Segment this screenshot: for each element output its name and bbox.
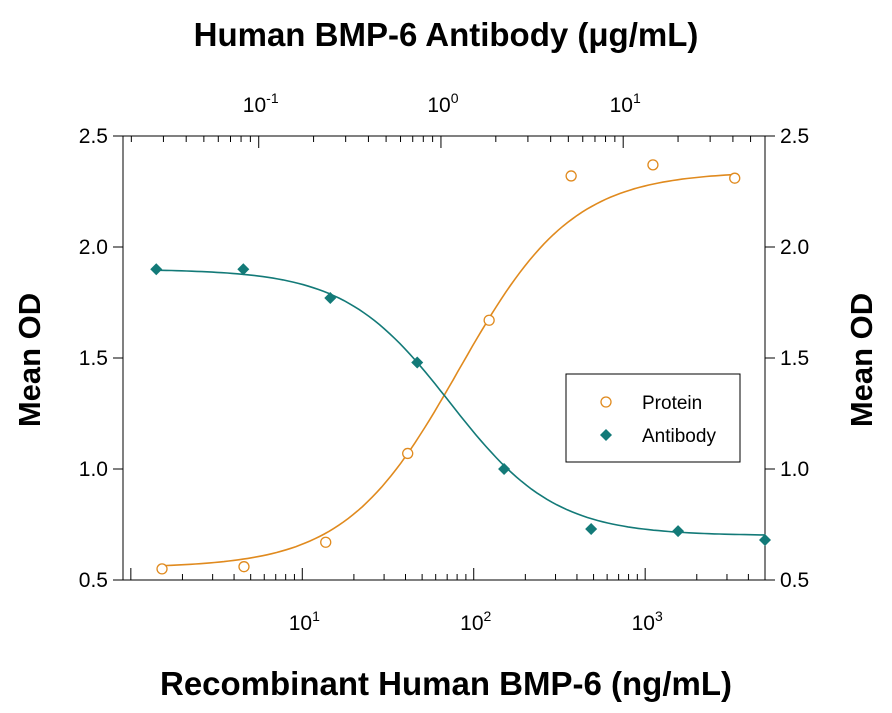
data-point-antibody xyxy=(498,463,511,475)
data-point-antibody xyxy=(672,525,685,538)
data-point-protein xyxy=(647,159,659,171)
data-point-antibody xyxy=(324,292,337,305)
legend-marker-antibody xyxy=(600,429,612,441)
data-point-protein xyxy=(238,561,250,573)
y-tick-label-left: 2.0 xyxy=(79,236,108,259)
y-tick-label-left: 2.5 xyxy=(79,125,108,148)
x-axis-label: Recombinant Human BMP-6 (ng/mL) xyxy=(160,665,732,702)
data-point-protein xyxy=(320,536,332,548)
y-axis-label-left: Mean OD xyxy=(12,293,47,427)
fit-curve-protein xyxy=(161,173,735,567)
data-point-antibody xyxy=(237,263,250,276)
legend: Protein Antibody xyxy=(565,373,741,463)
data-point-antibody xyxy=(150,263,163,276)
y-tick-label-left: 1.0 xyxy=(79,458,108,481)
data-point-antibody xyxy=(411,356,424,369)
legend-marker-protein xyxy=(600,396,612,408)
legend-marker-shape-protein xyxy=(600,396,612,408)
y-tick-label-left: 1.5 xyxy=(79,347,108,370)
data-point-protein xyxy=(565,170,577,182)
y-tick-label-right: 0.5 xyxy=(780,569,809,592)
y-tick-label-right: 1.0 xyxy=(780,458,809,481)
x-bottom-tick-label: 103 xyxy=(632,608,663,635)
tick-labels-group: 0.5 0.5 1.0 1.0 1.5 1.5 2.0 2.0 2.5 2.5 101 102 103 1… xyxy=(79,90,809,635)
y-tick-label-right: 1.5 xyxy=(780,347,809,370)
x-top-tick-label: 101 xyxy=(610,90,641,117)
data-point-antibody xyxy=(585,522,598,535)
y-tick-label-left: 0.5 xyxy=(79,569,108,592)
axes-group xyxy=(113,135,775,581)
data-point-protein xyxy=(402,447,414,460)
y-tick-label-right: 2.5 xyxy=(780,125,809,148)
data-point-protein xyxy=(156,563,168,575)
legend-marker-shape-antibody xyxy=(600,429,612,441)
data-point-protein xyxy=(729,172,741,184)
fit-curves-group xyxy=(156,173,765,567)
data-points-group xyxy=(150,159,771,575)
y-tick-label-right: 2.0 xyxy=(780,236,809,259)
x-bottom-tick-label: 101 xyxy=(289,608,320,635)
legend-label-antibody: Antibody xyxy=(642,426,716,447)
x-bottom-tick-label: 102 xyxy=(460,608,491,635)
legend-label-protein: Protein xyxy=(642,393,702,414)
data-point-protein xyxy=(483,314,495,326)
x-top-tick-label: 10-1 xyxy=(243,90,279,117)
y-axis-label-right: Mean OD xyxy=(844,293,879,427)
data-point-antibody xyxy=(759,534,771,547)
chart-title: Human BMP-6 Antibody (μg/mL) xyxy=(194,16,699,53)
legend-box xyxy=(565,373,741,463)
x-top-tick-label: 100 xyxy=(427,90,458,117)
fit-curve-antibody xyxy=(156,269,765,536)
